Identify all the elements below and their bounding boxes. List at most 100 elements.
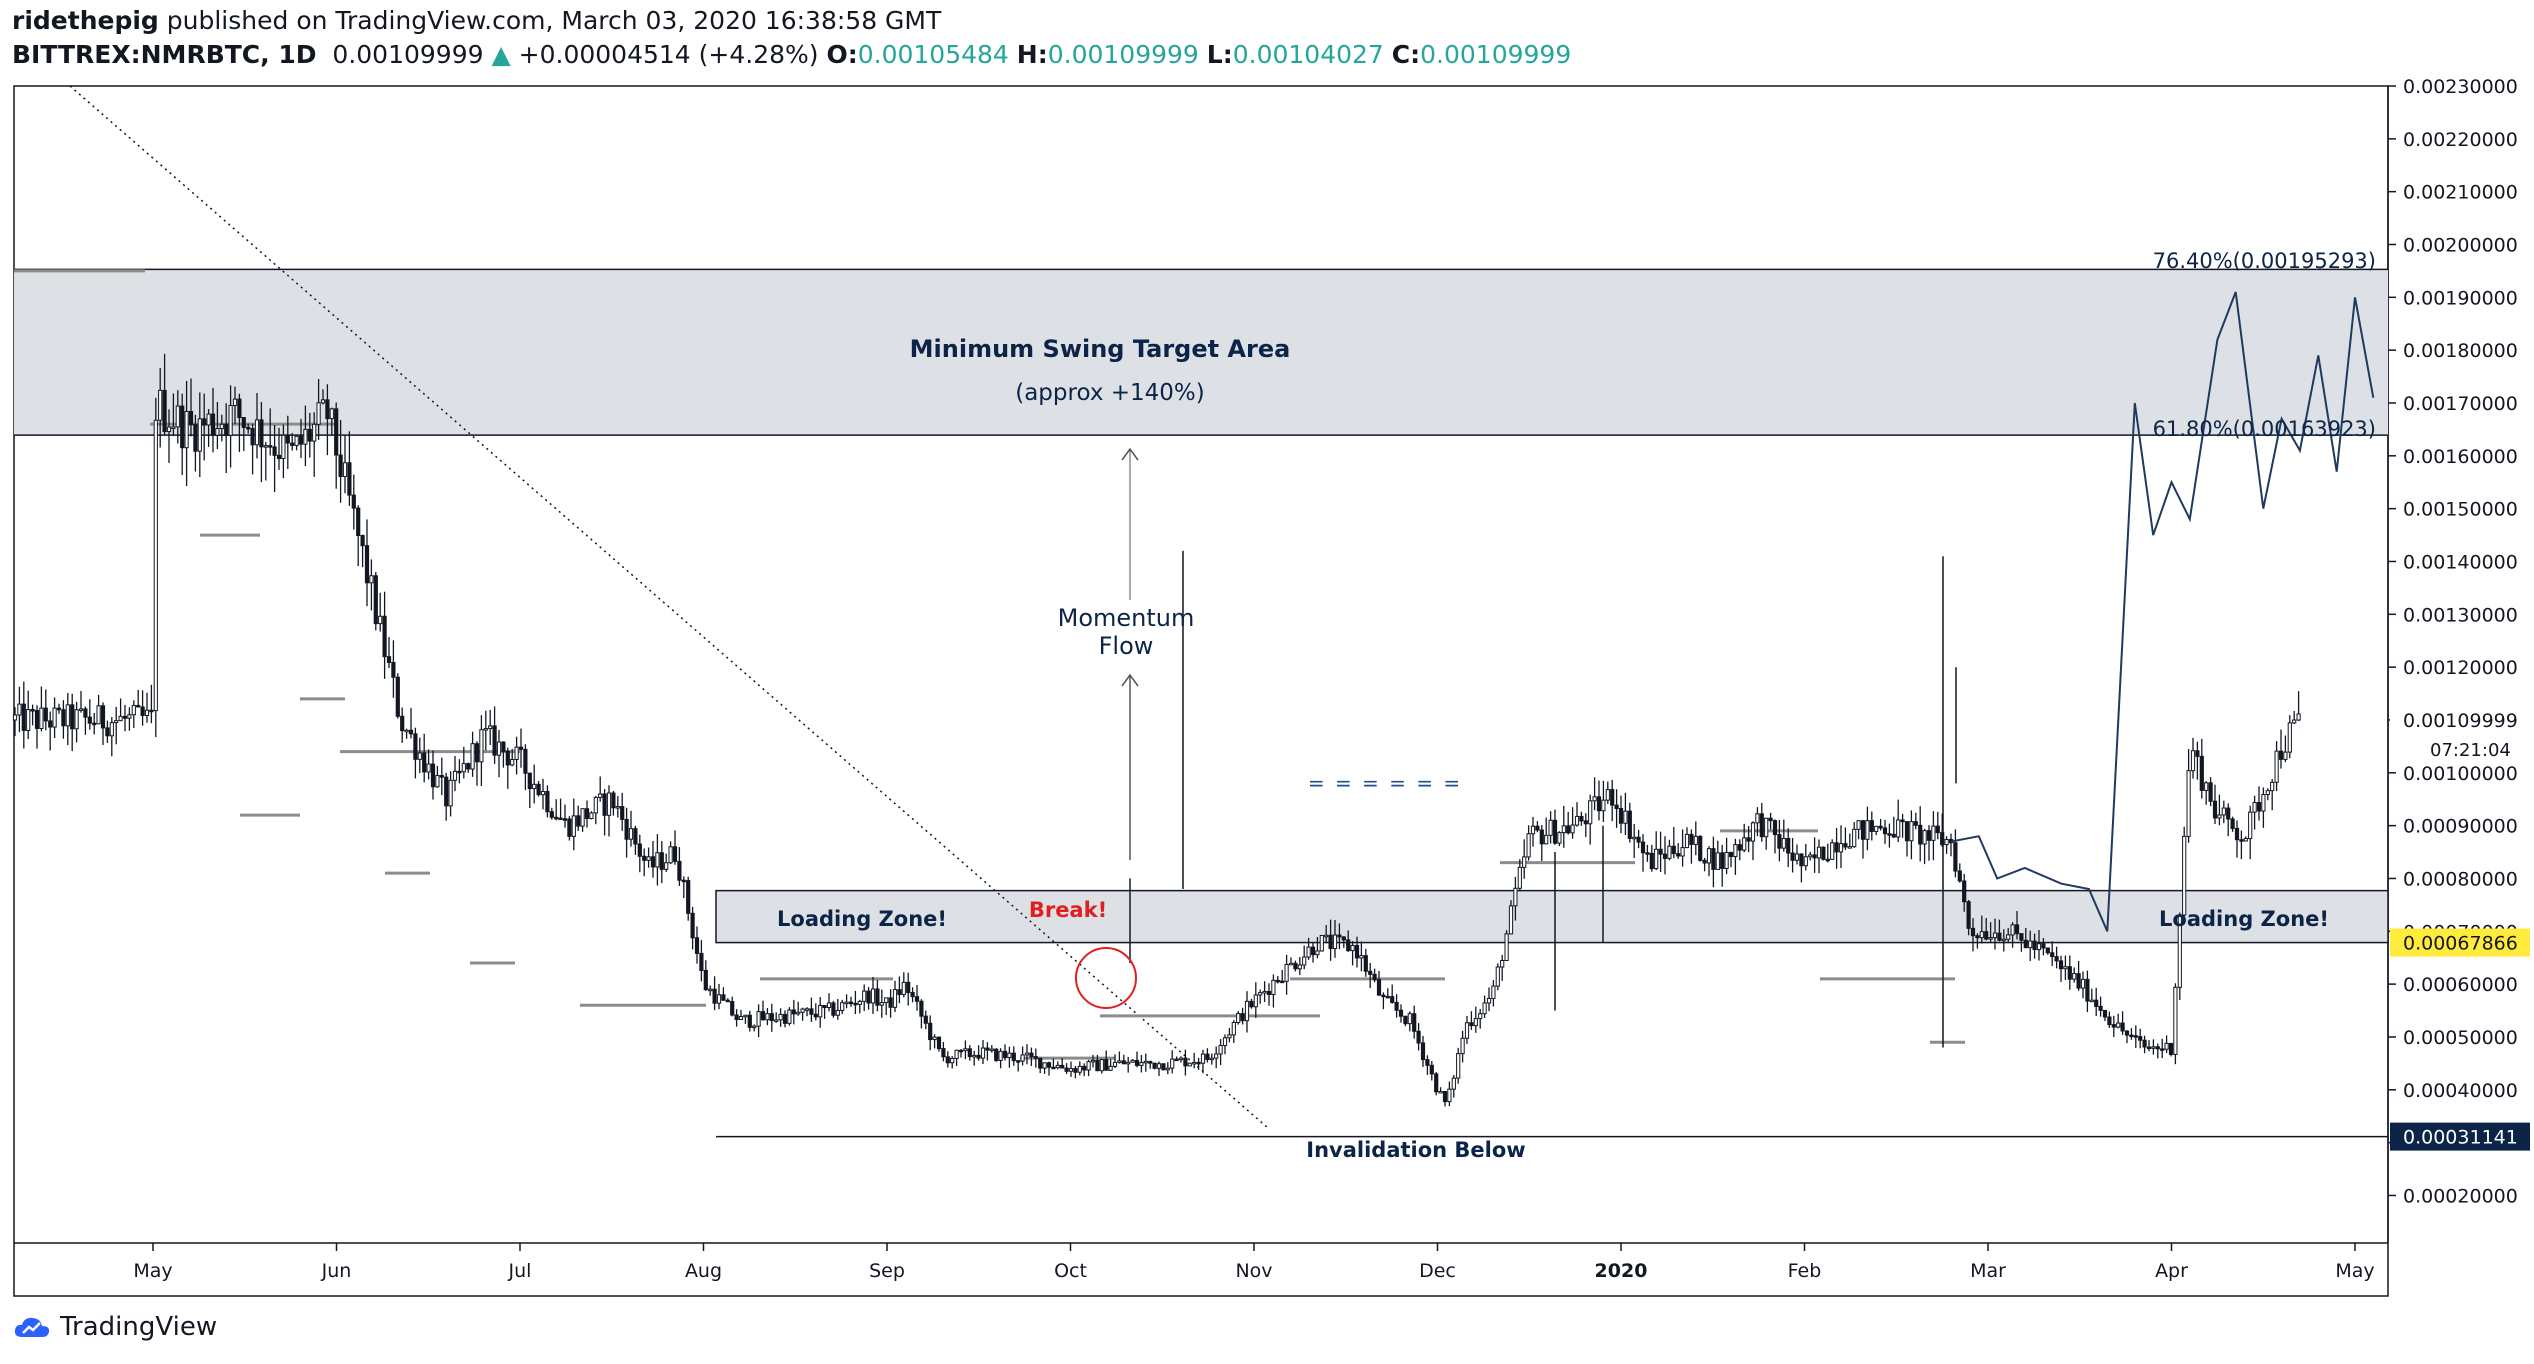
low-value: 0.00104027 [1232,40,1384,69]
candle-body [1086,1061,1091,1071]
candle-body [1099,1059,1104,1072]
candle-body [1042,1062,1047,1069]
candle-body [2028,940,2033,949]
candle-body [2256,801,2262,812]
last-price: 0.00109999 [332,40,484,69]
candle-body [96,705,101,725]
candle-body [1033,1056,1038,1059]
candle-body [668,846,673,864]
candle-body [730,1001,735,1016]
candle-body [1055,1064,1060,1069]
candle-body [307,428,312,442]
candle-body [224,423,229,436]
candle-body [1970,927,1976,937]
fib-618-label: 61.80%(0.00163923) [2153,417,2376,441]
candle-body [1332,934,1338,950]
candle-body [2243,838,2248,842]
candle-body [945,1056,950,1064]
candle-body [1702,859,1707,864]
candle-body [721,994,726,1001]
candle-body [61,709,66,727]
candle-body [298,435,304,445]
candle-body [703,969,708,991]
candle-body [1649,852,1654,870]
candle-body [1126,1061,1131,1065]
candle-body [1772,820,1778,836]
candle-body [976,1054,981,1059]
candle-body [2274,750,2279,783]
candle-body [1090,1059,1096,1063]
candle-body [1645,852,1650,855]
invalidation-label: Invalidation Below [1306,1138,1525,1162]
candle-body [2080,978,2086,989]
candle-body [2041,943,2046,949]
cloud-logo-icon [14,1317,50,1337]
ohlc-legend: BITTREX:NMRBTC, 1D 0.00109999 ▲ +0.00004… [12,40,1571,69]
author-name[interactable]: ridethepig [12,6,159,35]
candle-body [1495,966,1500,987]
candle-body [74,709,79,730]
candle-body [422,752,427,773]
candle-body [2006,934,2011,940]
candle-body [259,419,264,448]
candle-body [193,424,198,452]
candle-body [1139,1061,1144,1066]
candle-body [835,1009,840,1016]
candle-body [1667,845,1672,859]
candle-body [1680,847,1685,857]
candle-body [928,1022,933,1041]
candle-body [452,770,458,781]
brand-name: TradingView [60,1312,218,1342]
tradingview-logo[interactable]: TradingView [12,1312,217,1342]
candle-body [602,793,607,816]
open-label: O: [826,40,858,69]
candle-body [774,1019,779,1022]
candle-body [1398,1009,1404,1017]
candle-body [1214,1053,1219,1059]
candle-body [215,428,220,436]
candle-body [1891,833,1896,838]
candle-body [1205,1053,1210,1061]
candle-body [1262,990,1267,994]
candle-body [910,992,915,998]
candle-body [765,1013,770,1021]
candle-body [589,812,594,820]
candle-body [1117,1060,1122,1063]
candle-body [1614,804,1619,810]
candle-body [1874,825,1879,832]
candle-body [756,1011,761,1027]
candle-body [1310,946,1316,956]
candle-body [950,1057,955,1064]
candle-body [1821,846,1826,860]
candle-body [1671,845,1676,855]
candle-body [888,997,893,1008]
loading-zone-label-right: Loading Zone! [2159,907,2329,931]
candle-body [1781,837,1786,849]
candle-body [2164,1042,2169,1050]
candle-body [171,426,176,429]
candle-body [620,806,625,820]
countdown-tag: 07:21:04 [2430,740,2511,761]
candle-body [963,1048,968,1052]
y-tick-label: 0.00130000 [2403,604,2518,626]
candle-body [1869,820,1874,832]
candle-body [404,729,409,733]
candle-body [202,418,207,426]
candle-body [681,879,686,883]
candle-body [1979,931,1984,939]
candle-body [501,741,506,752]
candle-body [294,435,299,446]
candle-body [1288,962,1294,966]
candle-body [232,398,238,406]
candle-body [2217,814,2222,819]
x-tick-label: Apr [2155,1260,2188,1282]
candle-body [1728,851,1734,858]
candle-body [853,1002,858,1006]
candle-body [2023,939,2028,949]
candle-body [708,988,713,992]
candle-body [1786,837,1791,854]
candle-body [461,763,466,773]
candle-body [26,709,31,731]
candle-body [655,852,660,868]
